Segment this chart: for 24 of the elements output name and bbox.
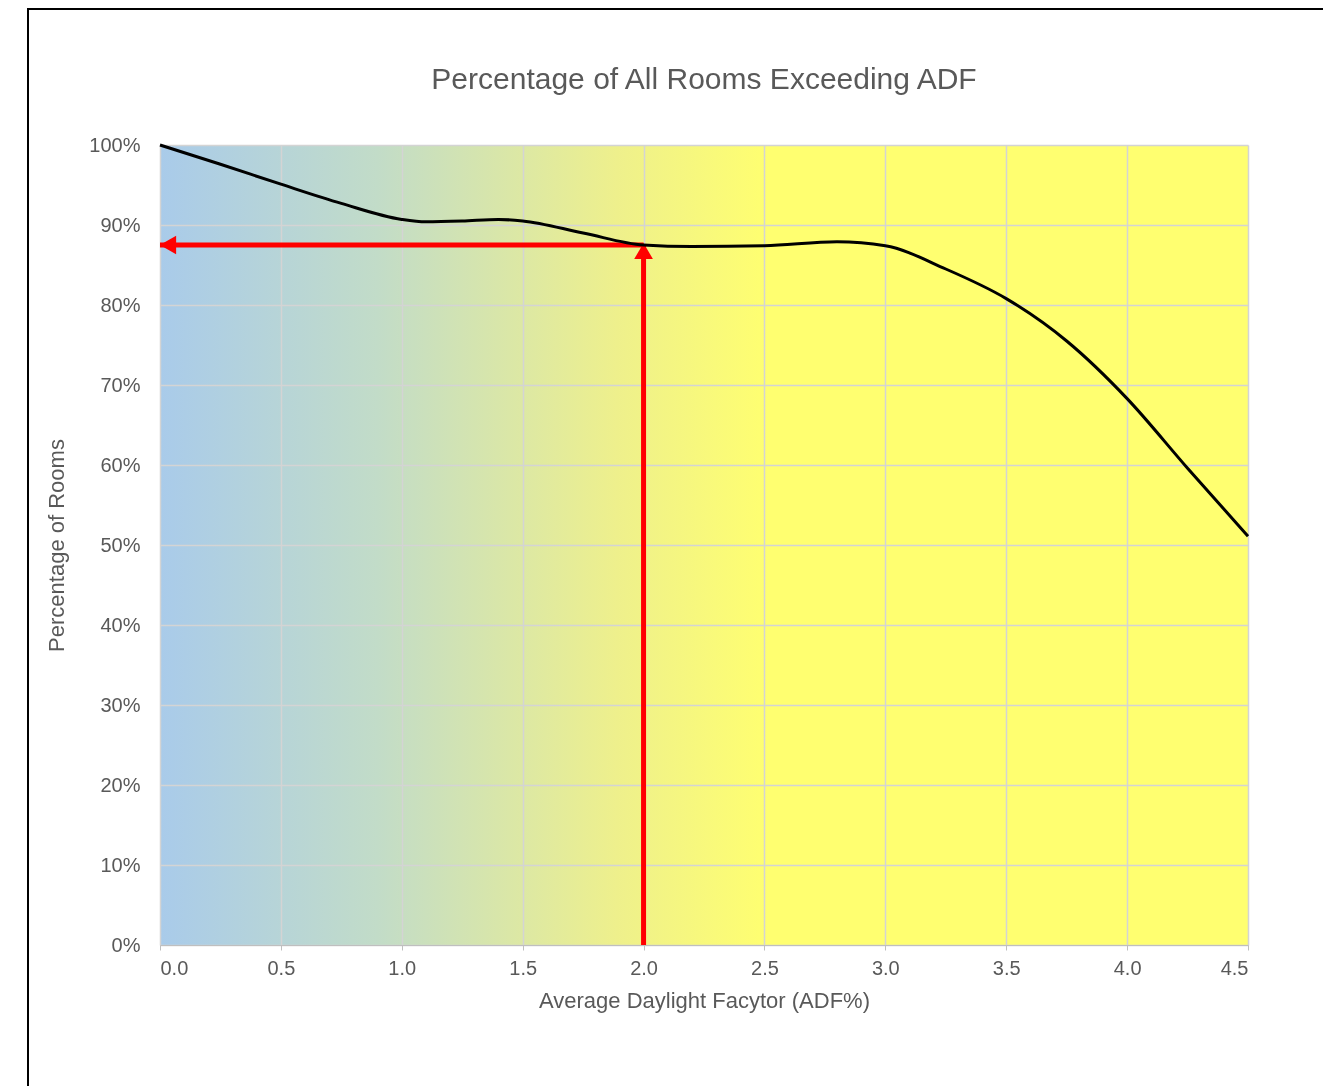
y-tick-label: 60%: [100, 453, 141, 476]
y-tick-label: 30%: [100, 693, 141, 716]
x-tick-label: 4.5: [1220, 956, 1249, 979]
y-tick-label: 100%: [89, 133, 141, 156]
x-tick-label: 1.0: [388, 956, 417, 979]
y-tick-label: 20%: [100, 773, 141, 796]
y-tick-label: 0%: [111, 933, 141, 956]
y-tick-label: 80%: [100, 293, 141, 316]
y-tick-label: 70%: [100, 373, 141, 396]
y-axis-title: Percentage of Rooms: [44, 439, 70, 652]
x-axis-title: Average Daylight Facytor (ADF%): [539, 987, 870, 1013]
chart-title: Percentage of All Rooms Exceeding ADF: [431, 62, 977, 95]
x-tick-label: 1.5: [509, 956, 538, 979]
x-tick-label: 0.5: [267, 956, 296, 979]
x-tick-label: 3.5: [992, 956, 1021, 979]
x-tick-label: 2.5: [751, 956, 779, 979]
x-tick-label: 4.0: [1113, 956, 1142, 979]
x-tick-label: 2.0: [630, 956, 658, 979]
y-tick-label: 90%: [100, 213, 141, 236]
x-tick-label: 3.0: [871, 956, 900, 979]
y-tick-label: 40%: [100, 613, 141, 636]
y-tick-label: 50%: [100, 533, 141, 556]
y-tick-label: 10%: [100, 853, 141, 876]
x-tick-label: 0.0: [160, 956, 189, 979]
